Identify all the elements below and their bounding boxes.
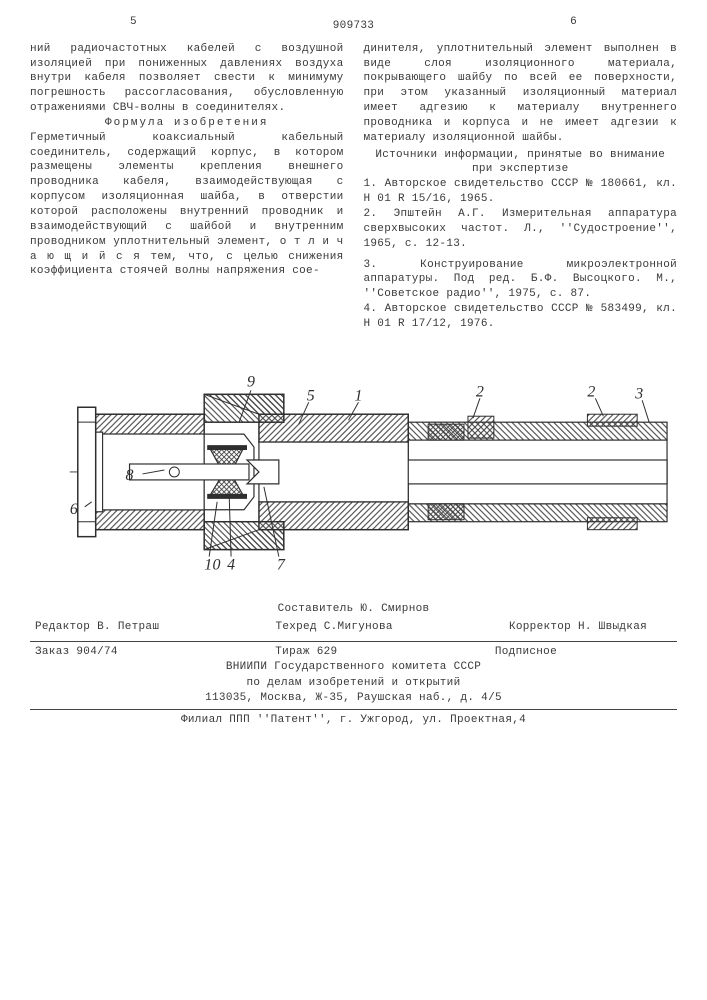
techred: Техред С.Мигунова — [275, 620, 392, 635]
claim-para: Герметичный коаксиальный кабельный соеди… — [30, 131, 344, 279]
callout-7: 7 — [277, 556, 286, 571]
technical-drawing: 9 5 1 2 2 3 8 6 10 4 7 — [30, 352, 677, 572]
credits-block: Составитель Ю. Смирнов Редактор В. Петра… — [30, 602, 677, 729]
org-line1: ВНИИПИ Государственного комитета СССР — [30, 660, 677, 675]
composer: Составитель Ю. Смирнов — [30, 602, 677, 617]
print-run: Тираж 629 — [275, 645, 337, 660]
callout-1: 1 — [354, 387, 362, 404]
editor: Редактор В. Петраш — [35, 620, 159, 635]
text-columns: ний радиочастотных кабелей с воздушной и… — [30, 42, 677, 332]
page-num-right: 6 — [570, 15, 577, 30]
callout-5: 5 — [307, 387, 315, 404]
ref-1: 1. Авторское свидетельство СССР № 180661… — [364, 177, 678, 207]
org-address: 113035, Москва, Ж-35, Раушская наб., д. … — [30, 691, 677, 706]
callout-8: 8 — [126, 467, 134, 484]
callout-10: 10 — [204, 556, 221, 571]
order-number: Заказ 904/74 — [35, 645, 118, 660]
document-number: 909733 — [30, 19, 677, 34]
corrector: Корректор Н. Швыдкая — [509, 620, 647, 635]
sources-header: Источники информации, принятые во вниман… — [364, 148, 678, 178]
branch-line: Филиал ППП ''Патент'', г. Ужгород, ул. П… — [30, 713, 677, 728]
callout-4: 4 — [227, 556, 235, 571]
callout-9: 9 — [247, 373, 255, 390]
ref-2: 2. Эпштейн А.Г. Измерительная аппаратура… — [364, 207, 678, 252]
org-line2: по делам изобретений и открытий — [30, 676, 677, 691]
subscription: Подписное — [495, 645, 557, 660]
left-column: ний радиочастотных кабелей с воздушной и… — [30, 42, 344, 332]
callout-2a: 2 — [476, 383, 484, 400]
callout-2b: 2 — [587, 383, 595, 400]
intro-para: ний радиочастотных кабелей с воздушной и… — [30, 42, 344, 116]
formula-header: Формула изобретения — [30, 116, 344, 131]
ref-3: 3. Конструирование микроэлектронной аппа… — [364, 258, 678, 303]
right-column: 5 10 15 20 динителя, уплотнительный элем… — [364, 42, 678, 332]
callout-6: 6 — [70, 500, 78, 517]
ref-4: 4. Авторское свидетельство СССР № 583499… — [364, 302, 678, 332]
continuation-para: динителя, уплотнительный элемент выполне… — [364, 42, 678, 146]
callout-3: 3 — [634, 385, 643, 402]
page-num-left: 5 — [130, 15, 137, 30]
